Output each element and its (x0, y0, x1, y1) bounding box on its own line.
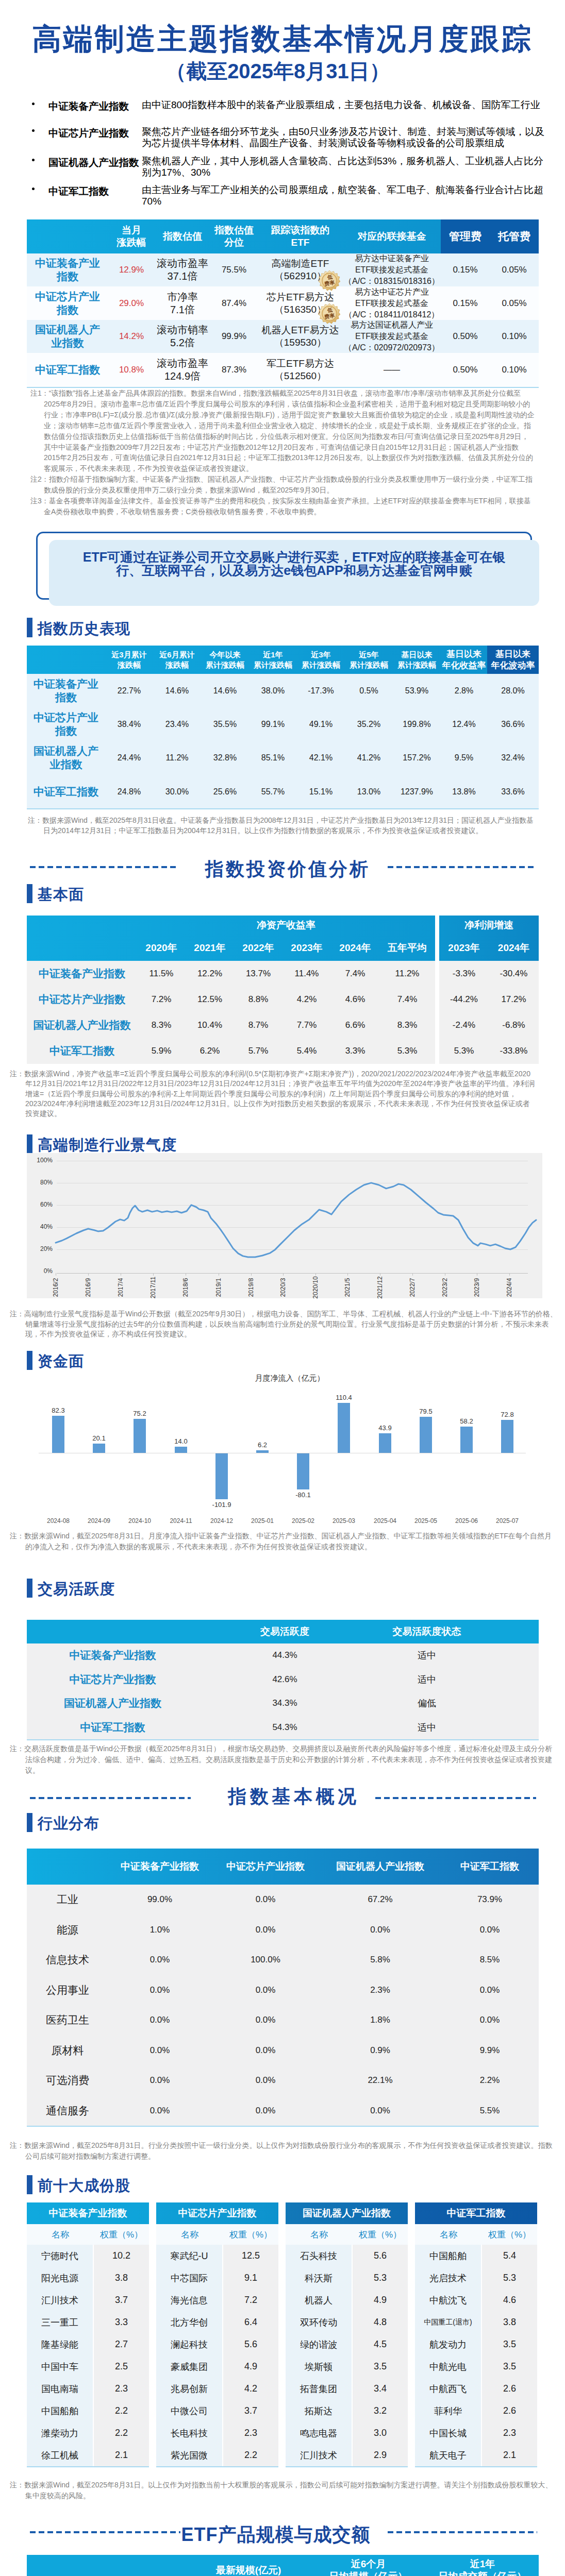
svg-text:低: 低 (326, 307, 333, 313)
svg-text:低: 低 (326, 274, 333, 280)
